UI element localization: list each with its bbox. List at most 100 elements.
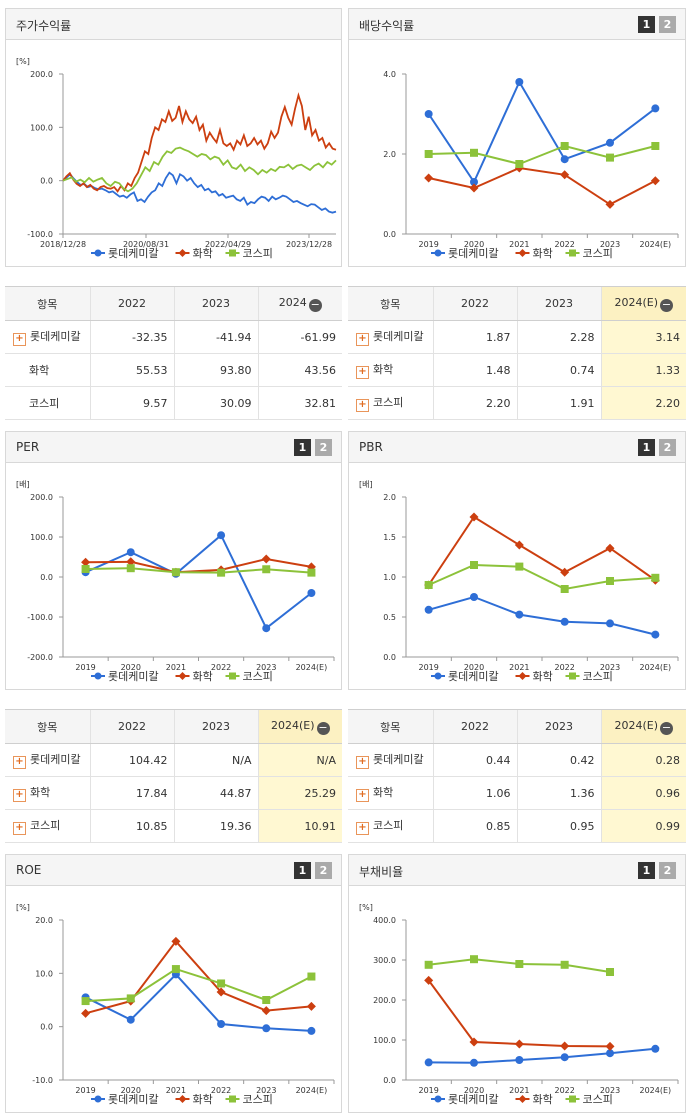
row-label-cell[interactable]: + 화학 <box>348 353 433 387</box>
value-cell: 1.91 <box>516 386 601 420</box>
y-axis-unit: [%] <box>16 57 30 66</box>
table-row: + 코스피 2.20 1.91 2.20 <box>348 386 686 420</box>
data-point-kospi <box>171 568 180 577</box>
expand-plus-icon[interactable]: + <box>356 333 369 346</box>
expand-plus-icon[interactable]: + <box>13 333 26 346</box>
row-label-cell[interactable]: + 코스피 <box>348 386 433 420</box>
dividend-yield-panel: 배당수익률 1 2 4.0 2.0 0.0 2019 2020 2021 2022 2023 2… <box>348 8 686 267</box>
legend-label: 화학 <box>533 247 553 260</box>
page-2-button[interactable]: 2 <box>315 439 332 456</box>
y-tick-label: 2.0 <box>383 150 396 159</box>
value-cell: 1.48 <box>432 353 517 387</box>
x-tick-label: 2021 <box>509 663 529 672</box>
row-label-cell[interactable]: 화학 <box>5 353 90 387</box>
page-1-button[interactable]: 1 <box>638 862 655 879</box>
row-label-cell[interactable]: + 화학 <box>5 776 90 810</box>
data-point-lotte <box>606 1049 614 1058</box>
row-label: 화학 <box>373 786 394 799</box>
roe-panel: ROE 1 2 20.0 10.0 0.0 -10.0 [%] 2019 2020 2021 2… <box>5 854 342 1113</box>
collapse-icon[interactable]: − <box>660 720 674 735</box>
y-tick-label: 0.0 <box>383 230 396 239</box>
page-2-button[interactable]: 2 <box>659 862 676 879</box>
data-point-lotte <box>470 178 478 186</box>
data-point-kospi <box>470 148 478 157</box>
expand-plus-icon[interactable]: + <box>356 789 369 802</box>
y-tick-label: 20.0 <box>35 916 53 925</box>
legend-label: 화학 <box>193 1093 213 1106</box>
header-year: 2022 <box>432 286 517 321</box>
row-label-cell[interactable]: + 롯데케미칼 <box>5 320 90 354</box>
header-year: 2024(E) − <box>257 709 342 744</box>
header-year: 2024(E) − <box>600 286 686 321</box>
row-label-cell[interactable]: + 코스피 <box>5 809 90 843</box>
row-label: 롯데케미칼 <box>30 330 81 343</box>
x-tick-label: 2023 <box>256 663 276 672</box>
value-cell: 0.28 <box>600 743 686 777</box>
legend-label: 롯데케미칼 <box>448 1093 499 1106</box>
value-cell: 55.53 <box>89 353 174 387</box>
series-line-kospi <box>428 144 656 166</box>
x-tick-label: 2022 <box>211 663 231 672</box>
x-tick-label: 2019 <box>418 663 438 672</box>
row-label-cell[interactable]: + 화학 <box>348 776 433 810</box>
table-header-row: 항목 2022 2023 2024(E) − <box>348 709 686 744</box>
collapse-icon[interactable]: − <box>660 297 674 312</box>
collapse-icon[interactable]: − <box>308 297 322 312</box>
value-cell: 0.44 <box>432 743 517 777</box>
y-tick-label: 100.0 <box>30 123 53 132</box>
y-axis-unit: [배] <box>359 480 373 489</box>
data-point-kospi <box>560 960 569 969</box>
x-tick-label: 2024(E) <box>296 1086 328 1095</box>
legend-marker <box>518 1095 527 1103</box>
row-label-cell[interactable]: 코스피 <box>5 386 90 420</box>
page-1-button[interactable]: 1 <box>638 16 655 33</box>
expand-plus-icon[interactable]: + <box>13 756 26 769</box>
y-tick-label: 4.0 <box>383 70 396 79</box>
x-tick-label: 2020 <box>464 240 484 249</box>
expand-plus-icon[interactable]: + <box>13 789 26 802</box>
header-label: 항목 <box>380 720 401 734</box>
legend-marker <box>94 249 102 257</box>
expand-plus-icon[interactable]: + <box>356 822 369 835</box>
value-cell: 3.14 <box>600 320 686 354</box>
series-line-chem <box>85 939 312 1015</box>
data-point-kospi <box>515 160 524 168</box>
data-point-chem <box>560 170 570 180</box>
legend-label: 화학 <box>533 1093 553 1106</box>
panel-header: ROE 1 2 <box>6 855 341 886</box>
data-point-chem <box>605 543 615 553</box>
value-cell: 0.96 <box>600 776 686 810</box>
x-tick-label: 2023/12/28 <box>286 240 332 249</box>
series-line-chem <box>62 92 337 193</box>
page-1-button[interactable]: 1 <box>294 439 311 456</box>
row-label: 롯데케미칼 <box>373 753 424 766</box>
header-year: 2022 <box>89 709 174 744</box>
page-2-button[interactable]: 2 <box>315 862 332 879</box>
row-label-cell[interactable]: + 코스피 <box>348 809 433 843</box>
panel-title: PER <box>16 440 40 454</box>
page-2-button[interactable]: 2 <box>659 16 676 33</box>
panel-header: 주가수익률 <box>6 9 341 40</box>
expand-plus-icon[interactable]: + <box>356 399 369 412</box>
panel-header: PER 1 2 <box>6 432 341 463</box>
value-cell: 0.99 <box>600 809 686 843</box>
x-tick-label: 2023 <box>256 1086 276 1095</box>
page-2-button[interactable]: 2 <box>659 439 676 456</box>
row-label-cell[interactable]: + 롯데케미칼 <box>5 743 90 777</box>
legend-label: 롯데케미칼 <box>108 247 159 260</box>
header-label: 2024(E) <box>614 718 659 732</box>
expand-plus-icon[interactable]: + <box>356 756 369 769</box>
collapse-icon[interactable]: − <box>316 720 330 735</box>
data-point-kospi <box>81 565 90 573</box>
page-1-button[interactable]: 1 <box>638 439 655 456</box>
expand-plus-icon[interactable]: + <box>13 822 26 835</box>
series-line-lotte <box>427 79 656 185</box>
expand-plus-icon[interactable]: + <box>356 366 369 379</box>
row-label-cell[interactable]: + 롯데케미칼 <box>348 743 433 777</box>
table-header-row: 항목 2022 2023 2024(E) − <box>5 709 342 744</box>
row-label-cell[interactable]: + 롯데케미칼 <box>348 320 433 354</box>
y-tick-label: 200.0 <box>30 70 53 79</box>
value-cell: 10.85 <box>89 809 174 843</box>
value-cell: 1.87 <box>432 320 517 354</box>
page-1-button[interactable]: 1 <box>294 862 311 879</box>
